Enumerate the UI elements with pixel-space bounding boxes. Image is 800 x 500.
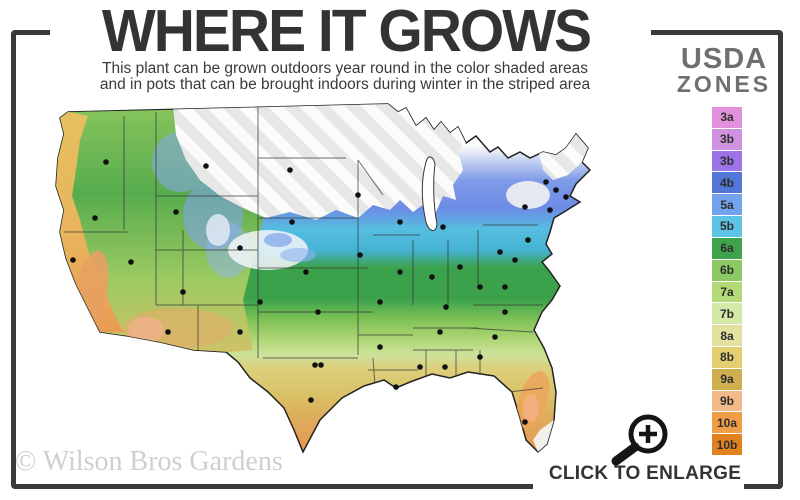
zone-swatch-7b: 7b [712, 303, 742, 325]
frame-gap-cta [533, 479, 744, 492]
click-to-enlarge-button[interactable]: CLICK TO ENLARGE [548, 463, 742, 484]
subtitle-line-2: and in pots that can be brought indoors … [99, 76, 591, 93]
zone-swatch-3a: 3a [712, 107, 742, 128]
zone-swatch-8a: 8a [712, 325, 742, 346]
watermark: © Wilson Bros Gardens [15, 446, 283, 477]
state-borders [64, 105, 544, 415]
magnifier-plus-icon[interactable] [600, 408, 675, 468]
us-hardiness-zone-map[interactable] [28, 100, 676, 472]
page-title: WHERE IT GROWS [101, 0, 592, 65]
legend-title-usda: USDA [680, 43, 768, 75]
zone-swatch-8b: 8b [712, 346, 742, 368]
zone-swatch-6a: 6a [712, 237, 742, 259]
zone-swatch-7a: 7a [712, 281, 742, 303]
lake-michigan [421, 156, 438, 231]
frame-gap-title [50, 28, 651, 40]
zone-swatch-9b: 9b [712, 390, 742, 412]
legend-title: USDA ZONES [663, 43, 785, 97]
zone-legend: 3a 3b 3b 4b 5a 5b 6a 6b 7a 7b 8a 8b 9a 9b 10a 10b [712, 107, 742, 455]
zone-swatch-5b: 5b [712, 216, 742, 237]
zone-swatch-3b: 3b [712, 150, 742, 172]
zone-swatch-5a: 5a [712, 194, 742, 216]
subtitle: This plant can be grown outdoors year ro… [45, 61, 645, 93]
zone-swatch-4b: 4b [712, 172, 742, 194]
zone-swatch-3b: 3b [712, 128, 742, 150]
zone-swatch-10b: 10b [712, 434, 742, 455]
zone-swatch-6b: 6b [712, 259, 742, 281]
state-dots [70, 159, 569, 425]
legend-title-zones: ZONES [676, 71, 772, 97]
zone-swatch-9a: 9a [712, 368, 742, 390]
subtitle-line-1: This plant can be grown outdoors year ro… [102, 60, 588, 77]
zone-swatch-10a: 10a [712, 412, 742, 434]
